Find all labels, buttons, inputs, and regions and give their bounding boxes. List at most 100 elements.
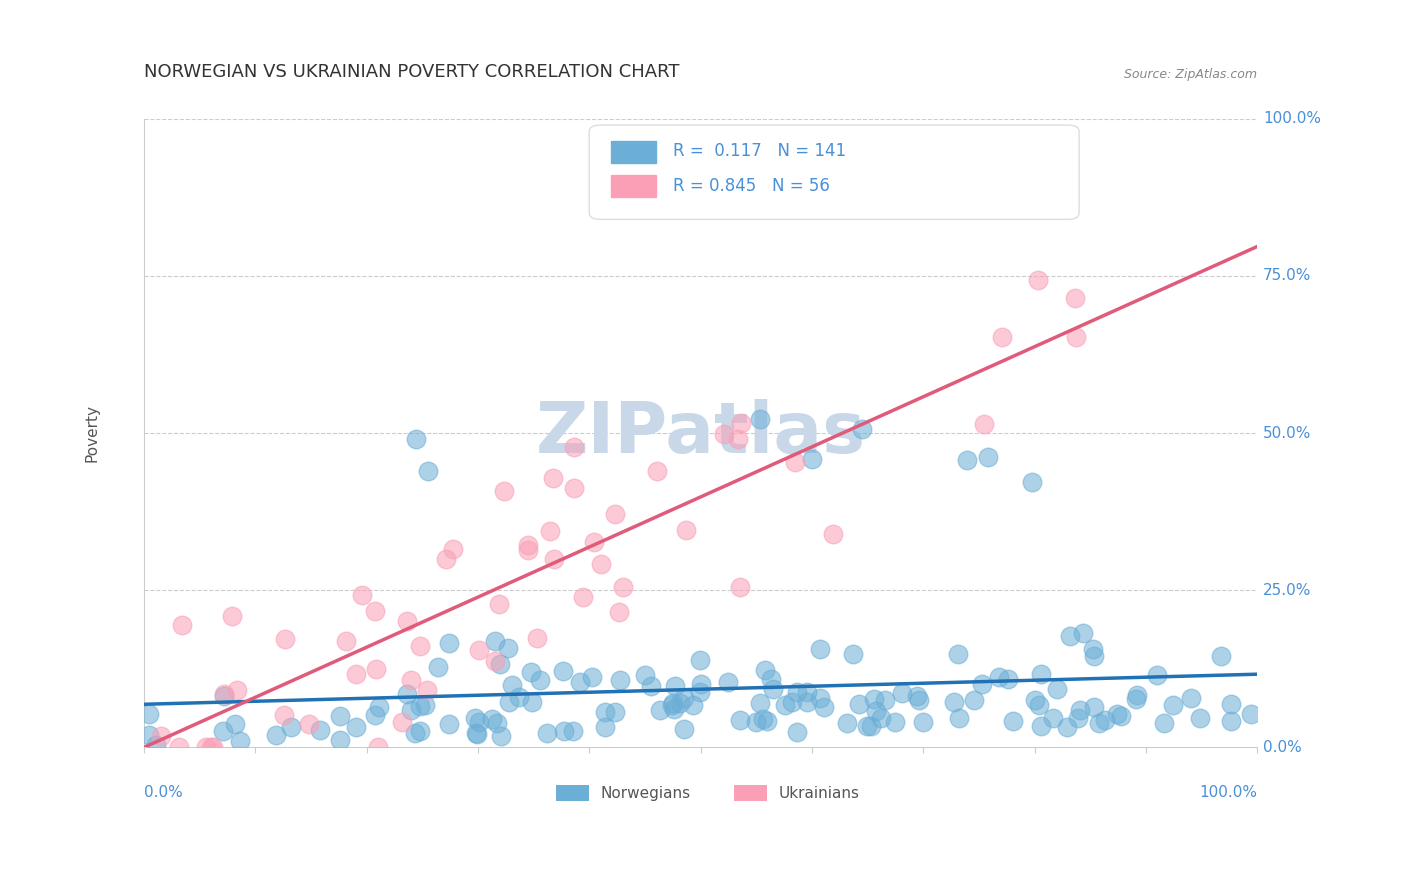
Norwegians	[813, 699, 835, 714]
Norwegians	[673, 690, 696, 705]
Ukrainians	[730, 416, 752, 430]
Bar	[734, 785, 768, 801]
Norwegians	[948, 647, 970, 661]
Ukrainians	[298, 716, 321, 731]
Norwegians	[409, 724, 432, 739]
Norwegians	[661, 698, 683, 713]
Norwegians	[869, 711, 891, 725]
Norwegians	[689, 653, 711, 667]
Ukrainians	[484, 654, 506, 668]
Norwegians	[1126, 688, 1149, 702]
Norwegians	[1088, 716, 1111, 731]
Norwegians	[593, 705, 616, 719]
Norwegians	[865, 704, 887, 718]
Norwegians	[1071, 626, 1094, 640]
Text: NORWEGIAN VS UKRAINIAN POVERTY CORRELATION CHART: NORWEGIAN VS UKRAINIAN POVERTY CORRELATI…	[143, 63, 679, 81]
Norwegians	[672, 722, 695, 736]
Text: 0.0%: 0.0%	[143, 785, 183, 800]
Norwegians	[796, 684, 818, 698]
Norwegians	[808, 690, 831, 705]
Norwegians	[773, 698, 796, 713]
Norwegians	[650, 703, 672, 717]
Ukrainians	[727, 432, 749, 446]
Norwegians	[851, 422, 873, 436]
Ukrainians	[990, 330, 1012, 344]
Norwegians	[553, 723, 575, 738]
Norwegians	[1081, 642, 1104, 657]
Norwegians	[883, 715, 905, 730]
Norwegians	[664, 702, 686, 716]
Norwegians	[744, 714, 766, 729]
Ukrainians	[150, 729, 173, 743]
Norwegians	[987, 670, 1010, 684]
Norwegians	[668, 696, 690, 710]
Norwegians	[875, 693, 897, 707]
Norwegians	[1042, 710, 1064, 724]
Norwegians	[309, 723, 332, 737]
Norwegians	[662, 696, 685, 710]
Norwegians	[1002, 714, 1025, 728]
Norwegians	[212, 723, 235, 738]
Ukrainians	[1063, 291, 1085, 305]
Ukrainians	[335, 633, 357, 648]
Text: 50.0%: 50.0%	[1263, 425, 1312, 441]
Norwegians	[593, 720, 616, 734]
Text: 100.0%: 100.0%	[1263, 112, 1320, 127]
Norwegians	[664, 680, 686, 694]
Bar	[612, 141, 657, 163]
Norwegians	[1125, 692, 1147, 706]
Norwegians	[501, 678, 523, 692]
Ukrainians	[214, 687, 236, 701]
Norwegians	[1240, 707, 1263, 722]
Norwegians	[536, 726, 558, 740]
Norwegians	[689, 676, 711, 690]
Norwegians	[808, 642, 831, 657]
Norwegians	[212, 689, 235, 703]
Ukrainians	[492, 483, 515, 498]
Norwegians	[1083, 699, 1105, 714]
Norwegians	[1219, 697, 1241, 711]
Ukrainians	[169, 740, 191, 755]
Norwegians	[1111, 708, 1133, 723]
Ukrainians	[1066, 329, 1088, 343]
Ukrainians	[572, 590, 595, 604]
Norwegians	[485, 715, 508, 730]
Norwegians	[465, 727, 488, 741]
Norwegians	[728, 713, 751, 727]
Ukrainians	[200, 740, 222, 755]
Norwegians	[786, 685, 808, 699]
Norwegians	[329, 708, 352, 723]
Ukrainians	[344, 667, 367, 681]
Norwegians	[976, 450, 998, 464]
Norwegians	[491, 729, 513, 743]
Ukrainians	[170, 617, 193, 632]
Norwegians	[1056, 720, 1078, 734]
Norwegians	[891, 686, 914, 700]
Norwegians	[1067, 710, 1090, 724]
Norwegians	[1105, 707, 1128, 722]
Ukrainians	[1026, 273, 1049, 287]
Norwegians	[796, 695, 818, 709]
Norwegians	[426, 660, 449, 674]
Norwegians	[609, 673, 631, 687]
Norwegians	[329, 733, 352, 747]
Norwegians	[1146, 667, 1168, 681]
Bar	[555, 785, 589, 801]
Norwegians	[562, 723, 585, 738]
Text: 25.0%: 25.0%	[1263, 582, 1312, 598]
Norwegians	[754, 664, 776, 678]
Ukrainians	[352, 587, 374, 601]
Ukrainians	[517, 543, 540, 558]
Ukrainians	[434, 551, 457, 566]
Norwegians	[911, 715, 934, 730]
Norwegians	[1021, 475, 1043, 490]
Norwegians	[780, 695, 803, 709]
Norwegians	[603, 705, 626, 719]
Norwegians	[344, 720, 367, 734]
Norwegians	[489, 657, 512, 671]
Norwegians	[569, 674, 592, 689]
Ukrainians	[823, 527, 845, 541]
Text: R =  0.117   N = 141: R = 0.117 N = 141	[672, 143, 846, 161]
Ukrainians	[562, 440, 585, 454]
Norwegians	[963, 693, 986, 707]
